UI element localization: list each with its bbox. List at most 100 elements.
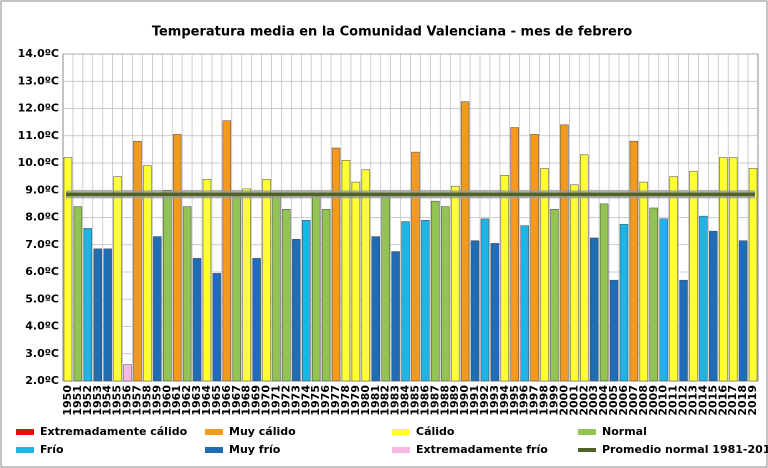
legend-swatch <box>205 447 223 453</box>
x-tick-label: 1957 <box>130 385 143 416</box>
legend-label: Cálido <box>416 425 455 438</box>
bar <box>689 170 698 382</box>
x-tick-label: 1975 <box>309 385 322 416</box>
bar <box>232 192 241 382</box>
x-tick-label: 1977 <box>329 385 342 416</box>
bar <box>222 120 232 382</box>
bar <box>361 169 371 382</box>
x-tick-label: 1993 <box>488 385 501 416</box>
bar <box>728 157 738 382</box>
x-tick-label: 2004 <box>597 385 610 416</box>
y-tick-label: 13.0ºC <box>18 74 59 87</box>
legend-swatch <box>392 429 410 435</box>
x-tick-label: 1994 <box>498 385 511 416</box>
bar <box>570 184 579 382</box>
x-tick-label: 1972 <box>279 385 292 416</box>
x-tick-label: 1965 <box>210 385 223 416</box>
bar <box>649 207 658 382</box>
x-tick-label: 1978 <box>339 385 352 416</box>
x-tick-label: 1986 <box>418 385 431 416</box>
bar <box>212 273 222 382</box>
bar <box>738 240 748 382</box>
x-tick-label: 2018 <box>736 385 749 416</box>
bar <box>401 221 410 382</box>
x-tick-label: 1971 <box>269 385 282 416</box>
y-tick-label: 3.0ºC <box>25 347 59 360</box>
x-tick-label: 2014 <box>696 385 709 416</box>
x-tick-label: 1974 <box>299 385 312 416</box>
bar <box>480 218 490 382</box>
bar <box>619 224 629 382</box>
bar <box>292 239 301 382</box>
y-tick-label: 9.0ºC <box>25 183 59 196</box>
x-tick-label: 1967 <box>230 385 243 416</box>
y-tick-label: 5.0ºC <box>25 292 59 305</box>
x-tick-label: 1952 <box>81 385 94 416</box>
bar <box>331 147 341 382</box>
bar <box>282 209 291 382</box>
x-tick-label: 2017 <box>726 385 739 416</box>
bar <box>302 219 311 382</box>
y-tick-label: 2.0ºC <box>25 374 59 387</box>
x-tick-label: 1979 <box>349 385 362 416</box>
bar <box>659 218 668 382</box>
x-tick-label: 1997 <box>528 385 541 416</box>
x-tick-label: 1998 <box>538 385 551 416</box>
x-tick-label: 1987 <box>428 385 441 416</box>
bar <box>748 168 758 382</box>
y-tick-label: 14.0ºC <box>18 47 59 60</box>
bar <box>470 240 480 382</box>
bar <box>133 140 142 382</box>
bar <box>371 236 380 382</box>
x-tick-label: 2015 <box>706 385 719 416</box>
y-tick-label: 11.0ºC <box>18 129 59 142</box>
x-tick-label: 2019 <box>746 385 759 416</box>
x-tick-label: 1968 <box>240 385 253 416</box>
bar <box>381 195 390 382</box>
bar <box>341 160 351 382</box>
bar <box>709 230 718 382</box>
x-tick-label: 1956 <box>121 385 134 416</box>
x-tick-label: 1981 <box>369 385 382 416</box>
x-tick-label: 2009 <box>647 385 660 416</box>
bar <box>182 206 192 382</box>
bar <box>520 225 529 382</box>
legend-swatch <box>578 429 596 435</box>
y-tick-label: 7.0ºC <box>25 238 59 251</box>
bar <box>589 237 599 382</box>
x-tick-label: 1966 <box>220 385 233 416</box>
x-tick-label: 1961 <box>170 385 183 416</box>
x-tick-label: 1996 <box>518 385 531 416</box>
x-tick-label: 2011 <box>667 385 680 416</box>
bar <box>460 101 470 382</box>
bar <box>252 258 261 382</box>
y-tick-label: 6.0ºC <box>25 265 59 278</box>
bar <box>311 195 321 382</box>
x-tick-label: 2005 <box>607 385 620 416</box>
bar <box>580 154 589 382</box>
y-tick-label: 10.0ºC <box>18 156 59 169</box>
bar <box>629 140 639 382</box>
x-tick-label: 1962 <box>180 385 193 416</box>
x-tick-label: 2008 <box>637 385 650 416</box>
x-tick-label: 1980 <box>359 385 372 416</box>
legend-label: Muy frío <box>229 443 281 456</box>
bar <box>262 179 271 382</box>
bar <box>123 364 132 382</box>
x-tick-label: 1982 <box>379 385 392 416</box>
bar <box>510 127 519 382</box>
x-tick-label: 1988 <box>438 385 451 416</box>
x-tick-label: 1955 <box>111 385 124 416</box>
x-tick-label: 1960 <box>160 385 173 416</box>
x-tick-label: 2012 <box>677 385 690 416</box>
y-tick-label: 4.0ºC <box>25 320 59 333</box>
x-tick-label: 1991 <box>468 385 481 416</box>
bar <box>73 206 83 382</box>
bar <box>272 195 281 382</box>
x-tick-label: 1973 <box>289 385 302 416</box>
bar <box>719 157 728 382</box>
bar <box>93 248 102 382</box>
bar <box>679 279 688 382</box>
legend-swatch <box>205 429 223 435</box>
